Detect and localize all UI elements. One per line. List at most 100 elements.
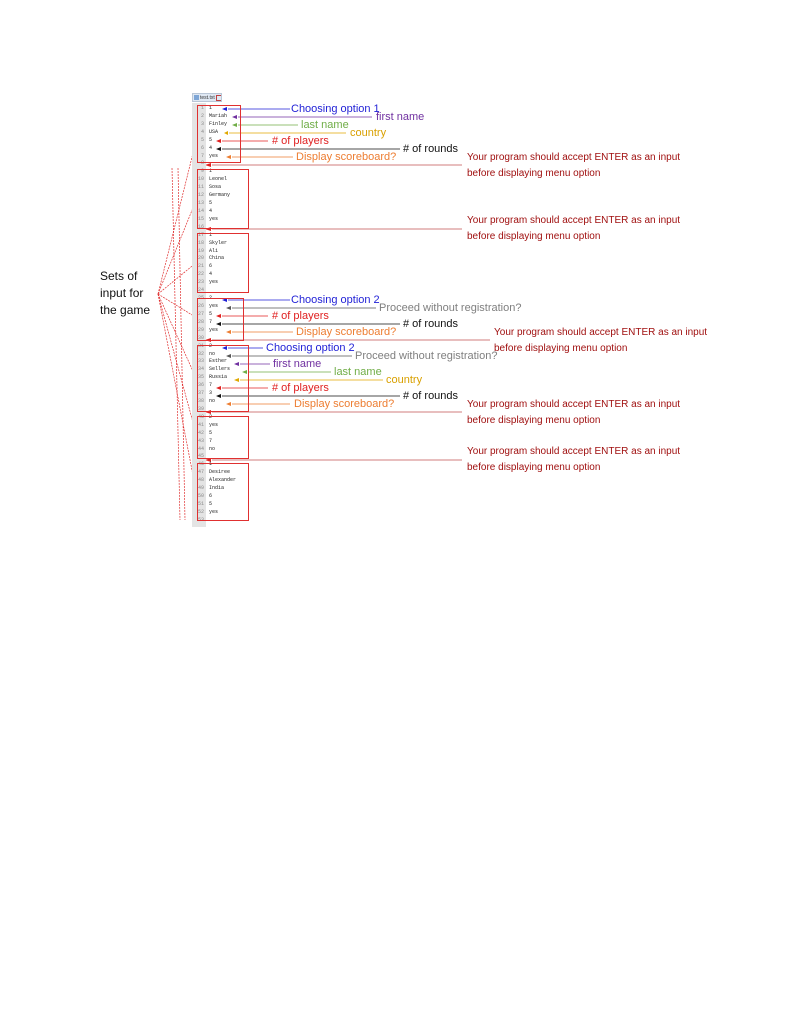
label-num-rounds: # of rounds [403, 143, 459, 155]
line-number: 8 [200, 160, 204, 167]
code-line[interactable]: 44 no [192, 445, 250, 453]
input-set-box-6 [197, 416, 249, 459]
code-line[interactable]: 30 [192, 334, 250, 342]
label-first-name: first name [273, 358, 322, 370]
code-line[interactable]: 10 Leonel [192, 175, 250, 183]
code-line[interactable]: 13 5 [192, 199, 250, 207]
line-number: 17 [197, 231, 204, 238]
code-line[interactable]: 50 6 [192, 492, 250, 500]
code-line[interactable]: 27 5 [192, 310, 250, 318]
code-line[interactable]: 11 Sosa [192, 183, 250, 191]
code-line[interactable]: 43 7 [192, 437, 250, 445]
enter-note-1: Your program should accept ENTER as an i… [467, 150, 680, 182]
line-number: 37 [197, 390, 204, 397]
close-icon[interactable] [215, 94, 221, 101]
code-line[interactable]: 23 yes [192, 278, 250, 286]
code-line[interactable]: 8 [192, 159, 250, 167]
side-label-line: input for [100, 286, 144, 300]
line-text: 7 [209, 382, 213, 389]
line-number: 34 [197, 366, 204, 373]
code-line[interactable]: 28 7 [192, 318, 250, 326]
input-set-box-5 [197, 345, 249, 412]
line-number: 11 [197, 184, 204, 191]
side-label-line: Sets of [100, 269, 138, 283]
line-number: 20 [197, 255, 204, 262]
line-text: 6 [209, 263, 213, 270]
label-num-players: # of players [272, 310, 329, 322]
code-line[interactable]: 22 4 [192, 270, 250, 278]
line-text: Sellers [209, 366, 231, 373]
label-choosing-option-2: Choosing option 2 [266, 342, 355, 354]
code-line[interactable]: 4 USA [192, 128, 250, 136]
code-line[interactable]: 18 Skyler [192, 239, 250, 247]
code-line[interactable]: 41 yes [192, 421, 250, 429]
line-text: 4 [209, 271, 213, 278]
input-set-box-3 [197, 233, 249, 293]
code-line[interactable]: 24 [192, 286, 250, 294]
code-line[interactable]: 15 yes [192, 215, 250, 223]
code-line[interactable]: 17 1 [192, 231, 250, 239]
code-line[interactable]: 45 [192, 452, 250, 460]
note-line: before displaying menu option [467, 462, 601, 473]
code-line[interactable]: 39 [192, 405, 250, 413]
line-text: no [209, 398, 216, 405]
input-set-box-7 [197, 463, 249, 521]
code-line[interactable]: 21 6 [192, 262, 250, 270]
note-line: before displaying menu option [467, 415, 601, 426]
code-line[interactable]: 12 Germany [192, 191, 250, 199]
line-number: 4 [200, 128, 204, 135]
code-line[interactable]: 36 7 [192, 381, 250, 389]
code-line[interactable]: 37 3 [192, 389, 250, 397]
line-number: 49 [197, 485, 204, 492]
line-number: 41 [197, 421, 204, 428]
line-text: 7 [209, 318, 213, 325]
line-text: Finley [209, 120, 228, 127]
file-tab[interactable]: test.txt [192, 93, 222, 102]
code-line[interactable]: 35 Russia [192, 373, 250, 381]
code-line[interactable]: 38 no [192, 397, 250, 405]
line-number: 23 [197, 279, 204, 286]
code-line[interactable]: 51 5 [192, 500, 250, 508]
code-line[interactable]: 52 yes [192, 508, 250, 516]
line-text: Russia [209, 374, 228, 381]
side-label-line: the game [100, 303, 151, 317]
line-number: 35 [197, 374, 204, 381]
code-line[interactable]: 29 yes [192, 326, 250, 334]
code-line[interactable]: 14 4 [192, 207, 250, 215]
code-line[interactable]: 34 Sellers [192, 365, 250, 373]
label-num-rounds: # of rounds [403, 318, 459, 330]
line-text: Ali [209, 247, 219, 254]
line-text: 1 [209, 461, 213, 468]
code-line[interactable]: 7 yes [192, 152, 250, 160]
code-line[interactable]: 46 1 [192, 460, 250, 468]
code-line[interactable]: 49 India [192, 484, 250, 492]
code-line[interactable]: 3 Finley [192, 120, 250, 128]
code-line[interactable]: 19 Ali [192, 247, 250, 255]
line-number: 6 [200, 144, 204, 151]
line-number: 10 [197, 176, 204, 183]
line-text: 5 [209, 200, 213, 207]
code-line[interactable]: 53 [192, 516, 250, 524]
line-number: 32 [197, 350, 204, 357]
code-line[interactable]: 42 5 [192, 429, 250, 437]
line-text: China [209, 255, 225, 262]
code-line[interactable]: 48 Alexander [192, 476, 250, 484]
code-line[interactable]: 2 Mariah [192, 112, 250, 120]
line-text: Skyler [209, 239, 228, 246]
line-text: USA [209, 128, 219, 135]
line-text: yes [209, 326, 219, 333]
code-line[interactable]: 26 yes [192, 302, 250, 310]
code-line[interactable]: 20 China [192, 254, 250, 262]
line-text: 6 [209, 493, 213, 500]
code-line[interactable]: 16 [192, 223, 250, 231]
line-number: 39 [197, 405, 204, 412]
line-number: 50 [197, 493, 204, 500]
line-number: 3 [200, 120, 204, 127]
code-line[interactable]: 32 no [192, 350, 250, 358]
code-line[interactable]: 47 Desiree [192, 468, 250, 476]
code-line[interactable]: 33 Esther [192, 357, 250, 365]
